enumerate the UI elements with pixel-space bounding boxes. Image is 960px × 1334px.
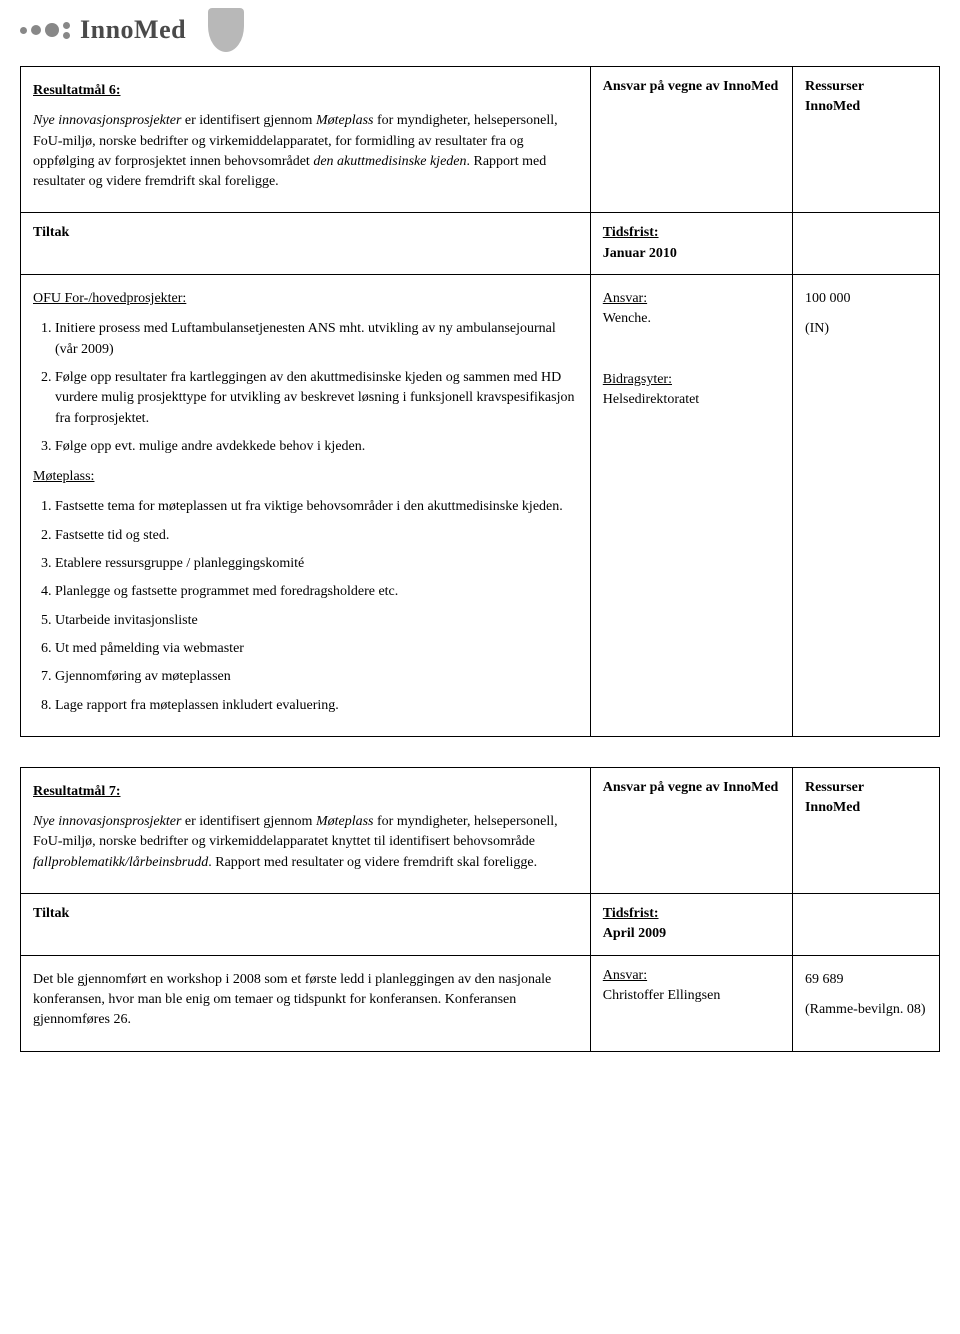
tiltak-cell: Tiltak <box>21 213 591 275</box>
list-item: Gjennomføring av møteplassen <box>55 667 578 687</box>
list-item: Initiere prosess med Luftambulansetjenes… <box>55 319 578 360</box>
mp-list: Fastsette tema for møteplassen ut fra vi… <box>33 497 578 715</box>
text: er identifisert gjennom <box>181 814 316 829</box>
section-7-table: Resultatmål 7: Nye innovasjonsprosjekter… <box>20 767 940 1052</box>
tiltak-label: Tiltak <box>33 906 69 921</box>
list-item: Fastsette tema for møteplassen ut fra vi… <box>55 497 578 517</box>
text: er identifisert gjennom <box>181 113 316 128</box>
content-cell: OFU For-/hovedprosjekter: Initiere prose… <box>21 275 591 737</box>
ansvar-cell: Ansvar på vegne av InnoMed <box>590 767 792 893</box>
list-item: Planlegge og fastsette programmet med fo… <box>55 582 578 602</box>
ressurser-label2: InnoMed <box>805 800 860 815</box>
logo-dots-icon <box>20 22 70 39</box>
ressurser-label: Ressurser <box>805 79 864 94</box>
list-item: Etablere ressursgruppe / planleggingskom… <box>55 554 578 574</box>
text: Nye innovasjonsprosjekter <box>33 113 181 128</box>
table-row: Tiltak Tidsfrist: April 2009 <box>21 894 940 956</box>
list-item: Ut med påmelding via webmaster <box>55 639 578 659</box>
list-item: Følge opp resultater fra kartleggingen a… <box>55 368 578 429</box>
empty-cell <box>792 894 939 956</box>
list-item: Følge opp evt. mulige andre avdekkede be… <box>55 437 578 457</box>
tidsfrist-value: Januar 2010 <box>603 246 677 261</box>
res-amount: 100 000 <box>805 291 851 306</box>
ansvar-cell: Ansvar på vegne av InnoMed <box>590 67 792 213</box>
ansvar-cell: Ansvar: Wenche. Bidragsyter: Helsedirekt… <box>590 275 792 737</box>
logo-text: InnoMed <box>80 15 186 45</box>
ansvar-label: Ansvar på vegne av InnoMed <box>603 780 779 795</box>
text: . Rapport med resultater og videre fremd… <box>208 855 537 870</box>
tidsfrist-cell: Tidsfrist: Januar 2010 <box>590 213 792 275</box>
ansvar-cell: Ansvar: Christoffer Ellingsen <box>590 955 792 1051</box>
result-goal-title: Resultatmål 6: <box>33 83 121 98</box>
text: Møteplass <box>316 113 374 128</box>
res-note: (Ramme-bevilgn. 08) <box>805 1002 926 1017</box>
text: Nye innovasjonsprosjekter <box>33 814 181 829</box>
ressurser-cell: Ressurser InnoMed <box>792 67 939 213</box>
table-row: Det ble gjennomført en workshop i 2008 s… <box>21 955 940 1051</box>
shield-icon <box>208 8 244 52</box>
ressurser-cell: Ressurser InnoMed <box>792 767 939 893</box>
text: Det ble gjennomført en workshop i 2008 s… <box>33 970 578 1031</box>
page-body: Resultatmål 6: Nye innovasjonsprosjekter… <box>0 66 960 1102</box>
result-goal-cell: Resultatmål 6: Nye innovasjonsprosjekter… <box>21 67 591 213</box>
list-item: Fastsette tid og sted. <box>55 526 578 546</box>
ansvar-label: Ansvar: <box>603 968 647 983</box>
result-goal-title: Resultatmål 7: <box>33 784 121 799</box>
result-goal-cell: Resultatmål 7: Nye innovasjonsprosjekter… <box>21 767 591 893</box>
ressurser-label2: InnoMed <box>805 99 860 114</box>
table-row: Tiltak Tidsfrist: Januar 2010 <box>21 213 940 275</box>
res-note: (IN) <box>805 321 829 336</box>
ofu-title: OFU For-/hovedprosjekter: <box>33 291 186 306</box>
bidrag-value: Helsedirektoratet <box>603 392 699 407</box>
table-row: Resultatmål 7: Nye innovasjonsprosjekter… <box>21 767 940 893</box>
tidsfrist-cell: Tidsfrist: April 2009 <box>590 894 792 956</box>
ansvar-value: Christoffer Ellingsen <box>603 988 721 1003</box>
tiltak-label: Tiltak <box>33 225 69 240</box>
section-6-table: Resultatmål 6: Nye innovasjonsprosjekter… <box>20 66 940 737</box>
table-row: Resultatmål 6: Nye innovasjonsprosjekter… <box>21 67 940 213</box>
table-row: OFU For-/hovedprosjekter: Initiere prose… <box>21 275 940 737</box>
empty-cell <box>792 213 939 275</box>
ansvar-label: Ansvar: <box>603 291 647 306</box>
content-cell: Det ble gjennomført en workshop i 2008 s… <box>21 955 591 1051</box>
ansvar-label: Ansvar på vegne av InnoMed <box>603 79 779 94</box>
tidsfrist-label: Tidsfrist: <box>603 906 659 921</box>
tidsfrist-label: Tidsfrist: <box>603 225 659 240</box>
text: fallproblematikk/lårbeinsbrudd <box>33 855 208 870</box>
tidsfrist-value: April 2009 <box>603 926 666 941</box>
text: Møteplass <box>316 814 374 829</box>
mp-title: Møteplass: <box>33 469 94 484</box>
ressurser-label: Ressurser <box>805 780 864 795</box>
list-item: Lage rapport fra møteplassen inkludert e… <box>55 696 578 716</box>
res-amount: 69 689 <box>805 972 844 987</box>
ressurser-cell: 69 689 (Ramme-bevilgn. 08) <box>792 955 939 1051</box>
ofu-list: Initiere prosess med Luftambulansetjenes… <box>33 319 578 457</box>
bidrag-label: Bidragsyter: <box>603 372 672 387</box>
list-item: Utarbeide invitasjonsliste <box>55 611 578 631</box>
tiltak-cell: Tiltak <box>21 894 591 956</box>
ressurser-cell: 100 000 (IN) <box>792 275 939 737</box>
page-header: InnoMed <box>0 0 960 66</box>
text: den akuttmedisinske kjeden <box>313 154 466 169</box>
ansvar-value: Wenche. <box>603 311 651 326</box>
